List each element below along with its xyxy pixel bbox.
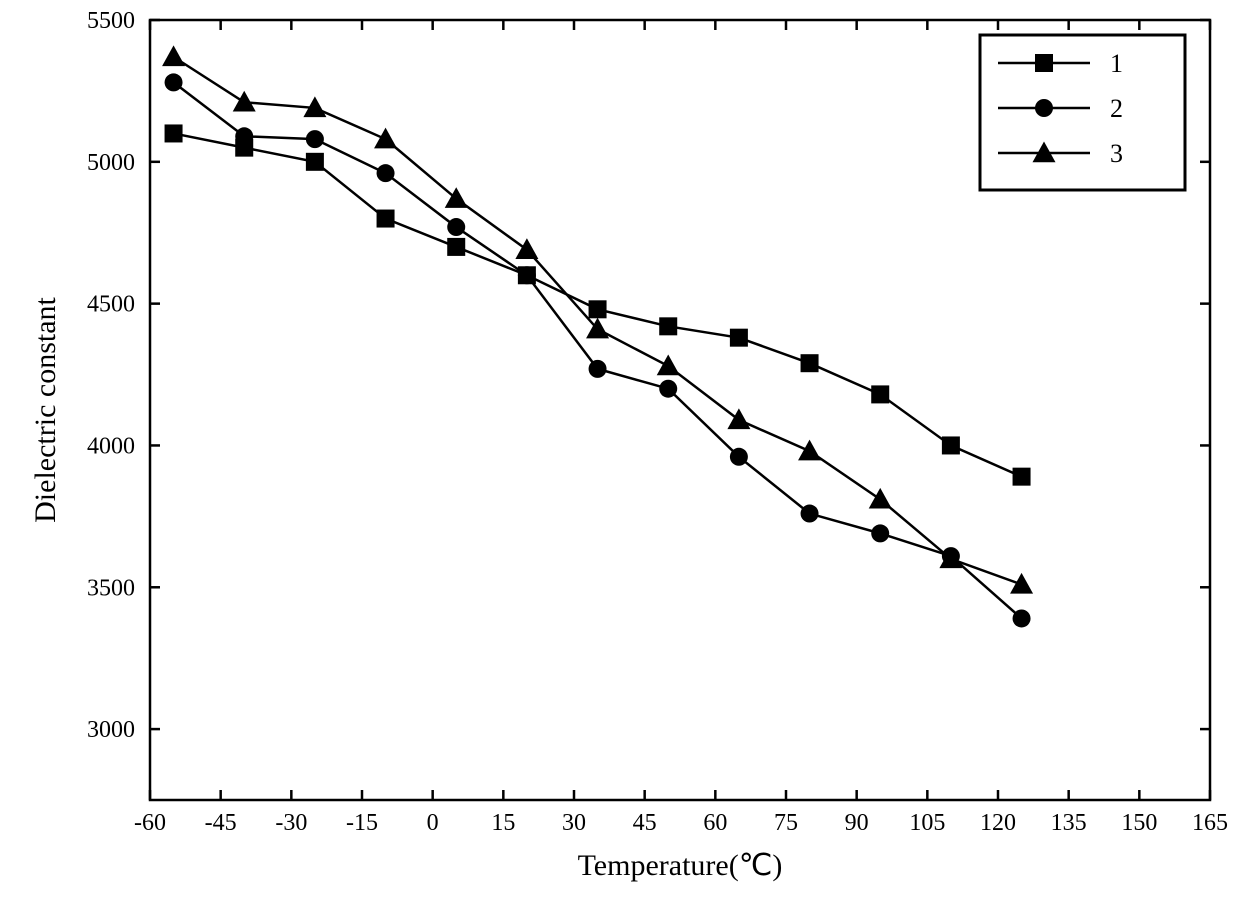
svg-text:75: 75 [774,810,798,836]
svg-text:3500: 3500 [87,575,135,601]
svg-text:30: 30 [562,810,586,836]
series-2-line [174,82,1022,618]
svg-text:150: 150 [1121,810,1157,836]
svg-text:-60: -60 [134,810,166,836]
svg-text:3000: 3000 [87,717,135,743]
svg-text:-45: -45 [205,810,237,836]
svg-text:15: 15 [491,810,515,836]
svg-text:-30: -30 [275,810,307,836]
svg-text:105: 105 [909,810,945,836]
svg-text:135: 135 [1051,810,1087,836]
svg-text:45: 45 [633,810,657,836]
svg-text:90: 90 [845,810,869,836]
legend-label-2: 2 [1110,94,1123,123]
svg-text:60: 60 [703,810,727,836]
svg-text:5000: 5000 [87,150,135,176]
dielectric-vs-temperature-chart: -60 -45 -30 -15 0 15 30 45 60 75 90 105 120 135 150 165… [0,0,1240,915]
svg-text:4000: 4000 [87,433,135,459]
svg-text:4500: 4500 [87,292,135,318]
y-axis-label: Dielectric constant [29,296,62,522]
svg-text:-15: -15 [346,810,378,836]
legend-label-1: 1 [1110,49,1123,78]
legend-label-3: 3 [1110,139,1123,168]
legend-box [980,35,1185,190]
svg-text:165: 165 [1192,810,1228,836]
svg-text:5500: 5500 [87,8,135,34]
x-axis-label: Temperature(℃) [578,849,783,882]
svg-text:120: 120 [980,810,1016,836]
chart-svg: -60 -45 -30 -15 0 15 30 45 60 75 90 105 120 135 150 165… [0,0,1240,915]
svg-text:0: 0 [427,810,439,836]
